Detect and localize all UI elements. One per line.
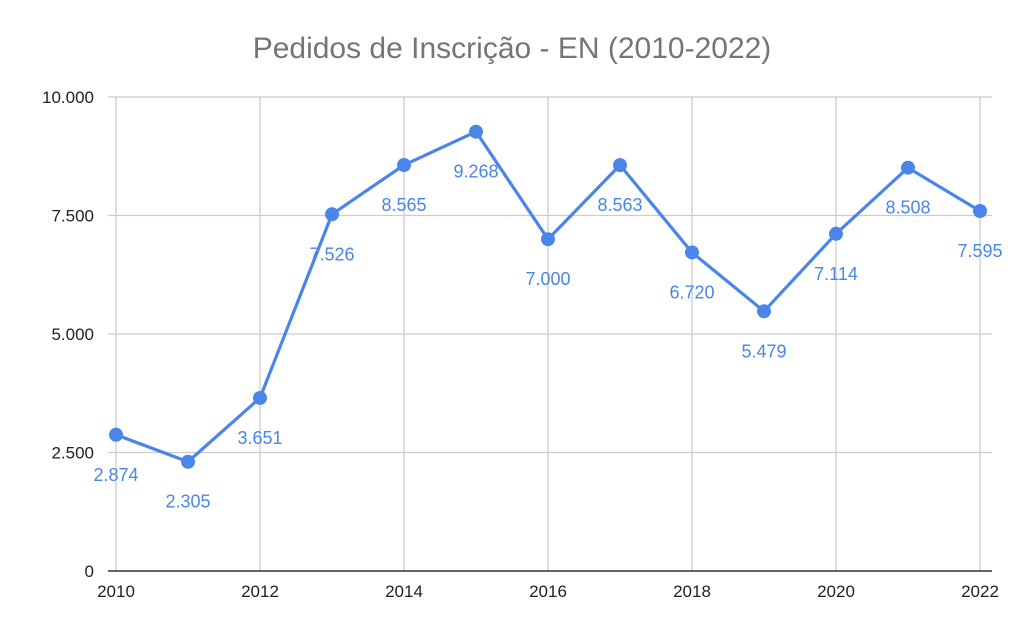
data-point bbox=[685, 245, 699, 260]
data-label: 7.526 bbox=[309, 244, 354, 264]
data-label: 5.479 bbox=[741, 341, 786, 361]
y-tick-label: 2.500 bbox=[51, 444, 94, 463]
data-point bbox=[397, 158, 411, 173]
data-point bbox=[181, 454, 195, 469]
x-tick-label: 2016 bbox=[529, 582, 567, 601]
data-point bbox=[829, 226, 843, 241]
data-label: 8.563 bbox=[597, 195, 642, 215]
data-point bbox=[613, 158, 627, 173]
y-tick-label: 7.500 bbox=[51, 207, 94, 226]
data-point bbox=[901, 160, 915, 175]
data-label: 6.720 bbox=[669, 282, 714, 302]
data-point bbox=[973, 203, 987, 218]
data-label: 7.595 bbox=[957, 241, 1002, 261]
axis-layer: 0 2.500 5.000 7.500 10.000 2010 2012 2014 2016 20… bbox=[42, 88, 999, 601]
data-point bbox=[541, 232, 555, 247]
x-tick-label: 2014 bbox=[385, 582, 423, 601]
y-tick-label: 0 bbox=[85, 562, 94, 581]
y-tick-label: 10.000 bbox=[42, 88, 94, 107]
data-label: 7.114 bbox=[814, 264, 858, 284]
data-label: 8.565 bbox=[381, 195, 426, 215]
data-label: 9.268 bbox=[453, 162, 498, 182]
x-tick-label: 2022 bbox=[961, 582, 999, 601]
data-label: 7.000 bbox=[525, 269, 570, 289]
y-tick-label: 5.000 bbox=[51, 325, 94, 344]
x-tick-label: 2020 bbox=[817, 582, 855, 601]
x-tick-label: 2018 bbox=[673, 582, 711, 601]
data-point bbox=[253, 390, 267, 405]
chart-title: Pedidos de Inscrição - EN (2010-2022) bbox=[253, 32, 772, 65]
x-tick-label: 2012 bbox=[241, 582, 279, 601]
data-label-layer: 2.874 2.305 3.651 7.526 8.565 9.268 7.000 8.563… bbox=[93, 162, 1002, 512]
data-point bbox=[469, 124, 483, 139]
grid-layer bbox=[108, 96, 992, 571]
data-label: 2.874 bbox=[93, 465, 138, 485]
series-layer bbox=[109, 124, 987, 469]
data-point bbox=[325, 207, 339, 222]
x-tick-label: 2010 bbox=[97, 582, 135, 601]
data-label: 8.508 bbox=[885, 198, 930, 218]
data-label: 3.651 bbox=[237, 428, 282, 448]
data-point bbox=[109, 427, 123, 442]
data-point bbox=[757, 304, 771, 319]
data-label: 2.305 bbox=[165, 492, 210, 512]
